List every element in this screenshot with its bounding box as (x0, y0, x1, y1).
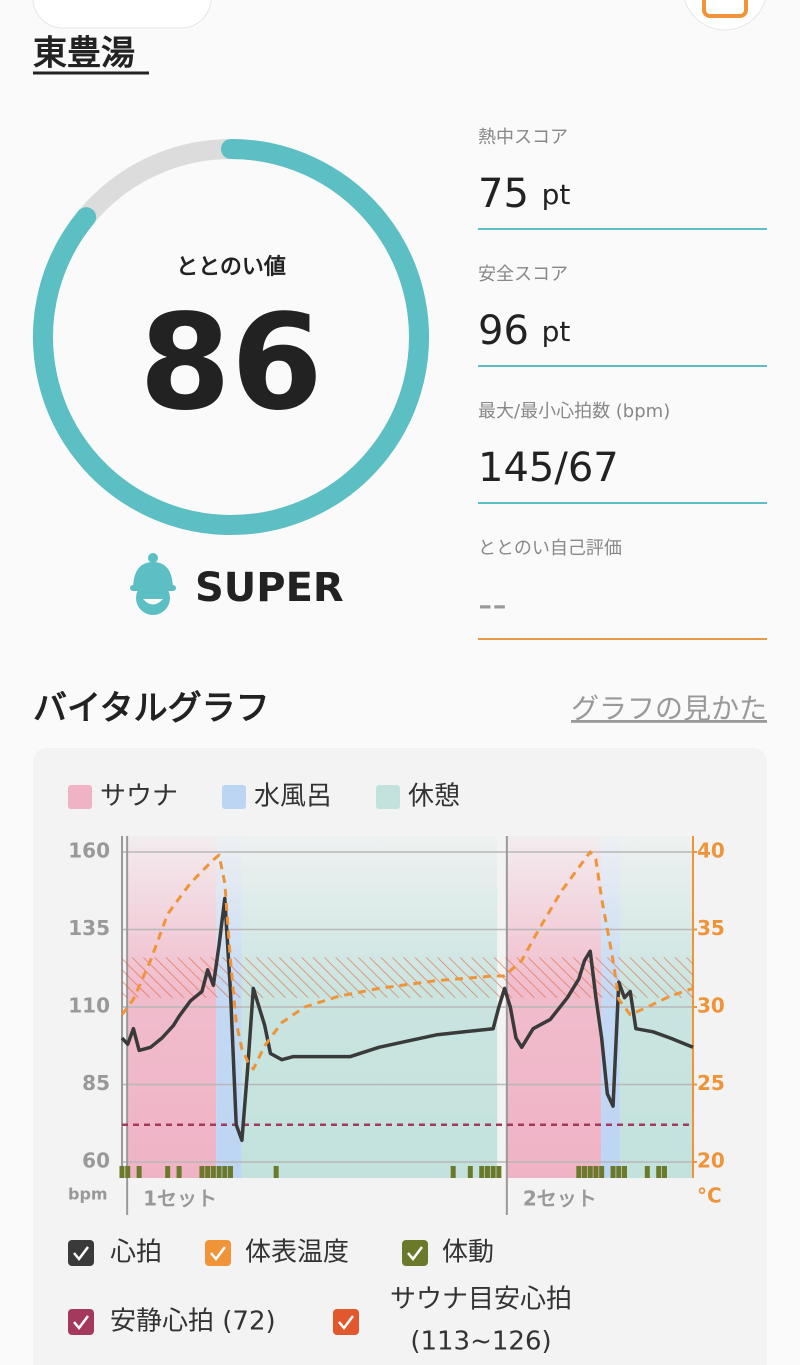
checkbox[interactable] (333, 1309, 359, 1335)
y2-tick-label: 20 (697, 1149, 725, 1173)
motion-mark (661, 1166, 667, 1178)
checkbox[interactable] (68, 1240, 94, 1266)
checkbox-box[interactable] (68, 1309, 94, 1335)
motion-mark (484, 1166, 490, 1178)
legend-label: 安静心拍 (72) (110, 1307, 276, 1337)
motion-mark (467, 1166, 473, 1178)
legend-label: 水風呂 (254, 782, 332, 812)
motion-mark (210, 1166, 216, 1178)
heart-rate-line (120, 896, 694, 1143)
checkbox[interactable] (68, 1309, 94, 1335)
motion-mark (176, 1166, 182, 1178)
legend-label: 体動 (442, 1238, 494, 1268)
motion-mark (599, 1166, 605, 1178)
motion-mark (199, 1166, 205, 1178)
motion-mark (576, 1166, 582, 1178)
checkbox-check (73, 1315, 89, 1331)
motion-mark (610, 1166, 616, 1178)
checkbox-box[interactable] (333, 1309, 359, 1335)
stat-value: 145/67 (478, 445, 619, 491)
stat-number: 75 (478, 171, 529, 217)
temperature-line (120, 850, 694, 1071)
motion-mark (136, 1166, 142, 1178)
motion-mark (205, 1166, 211, 1178)
motion-mark (479, 1166, 485, 1178)
gauge-arc (33, 139, 429, 535)
y-unit: bpm (68, 1185, 108, 1204)
motion-mark (165, 1166, 171, 1178)
motion-mark (227, 1166, 233, 1178)
motion-mark (273, 1166, 279, 1178)
legend-label: 休憩 (408, 782, 460, 812)
checkbox-check (338, 1315, 354, 1331)
checkbox-box[interactable] (205, 1240, 231, 1266)
stat-value: 75 pt (478, 171, 570, 217)
gauge (33, 139, 429, 535)
help-link[interactable]: グラフの見かた (571, 692, 767, 725)
target-hr-band (122, 957, 693, 998)
checkbox-check (73, 1246, 89, 1262)
y2-tick-label: 40 (697, 839, 725, 863)
legend-label: サウナ (100, 782, 178, 812)
checkbox[interactable] (402, 1240, 428, 1266)
y-tick-label: 85 (82, 1071, 110, 1095)
motion-mark (656, 1166, 662, 1178)
rank-icon (130, 553, 176, 615)
checkbox-box[interactable] (402, 1240, 428, 1266)
set-label: 1セット (143, 1187, 217, 1211)
motion-mark (621, 1166, 627, 1178)
y2-unit: °C (697, 1184, 722, 1208)
legend-label: 心拍 (110, 1238, 162, 1268)
motion-mark (644, 1166, 650, 1178)
motion-mark (496, 1166, 502, 1178)
checkbox-check (210, 1246, 226, 1262)
back-button[interactable] (32, 0, 212, 29)
y-tick-label: 60 (82, 1149, 110, 1173)
motion-mark (616, 1166, 622, 1178)
y2-tick-label: 30 (697, 994, 725, 1018)
stat-label: 熱中スコア (478, 127, 568, 148)
stat-unit: pt (542, 315, 571, 348)
stat-label: ととのい自己評価 (478, 538, 622, 559)
motion-mark (125, 1166, 131, 1178)
section-title: バイタルグラフ (33, 689, 270, 729)
place-name: 東豊湯 (33, 34, 135, 74)
set-label: 2セット (523, 1187, 597, 1211)
rank: SUPER (195, 565, 344, 611)
stat-value: 96 pt (478, 308, 570, 354)
menu-icon (702, 0, 748, 18)
gauge-value: 86 (139, 286, 323, 440)
legend-swatch (222, 785, 246, 809)
legend-swatch (376, 785, 400, 809)
legend-label: (113~126) (410, 1327, 551, 1357)
checkbox[interactable] (205, 1240, 231, 1266)
checkbox-box[interactable] (68, 1240, 94, 1266)
motion-mark (450, 1166, 456, 1178)
legend-swatch (68, 785, 92, 809)
stat-number: 96 (478, 308, 529, 354)
motion-mark (593, 1166, 599, 1178)
stat-label: 最大/最小心拍数 (bpm) (478, 401, 670, 422)
motion-mark (587, 1166, 593, 1178)
motion-mark (119, 1166, 125, 1178)
y-tick-label: 160 (68, 839, 110, 863)
chart: サウナ 水風呂 休憩 60 85 110 135 160 20 25 30 35 40 bpm °C 1セット… (68, 782, 725, 1357)
motion-mark (490, 1166, 496, 1178)
y-tick-label: 135 (68, 916, 110, 940)
stat-label: 安全スコア (478, 264, 568, 285)
y2-tick-label: 35 (697, 916, 725, 940)
motion-mark (582, 1166, 588, 1178)
gauge-label: ととのい値 (176, 255, 286, 280)
stat-value[interactable]: -- (478, 582, 507, 628)
motion-mark (216, 1166, 222, 1178)
legend-label: サウナ目安心拍 (390, 1285, 572, 1315)
y2-tick-label: 25 (697, 1071, 725, 1095)
motion-mark (222, 1166, 228, 1178)
stat-unit: pt (542, 178, 571, 211)
checkbox-check (407, 1246, 423, 1262)
legend-label: 体表温度 (245, 1238, 349, 1268)
y-tick-label: 110 (68, 994, 110, 1018)
